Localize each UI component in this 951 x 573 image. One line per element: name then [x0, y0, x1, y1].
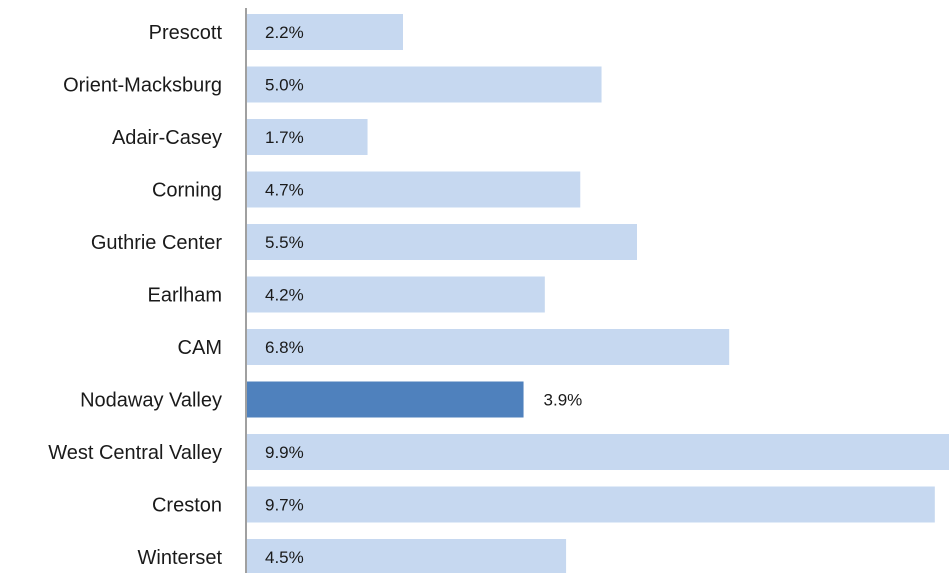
category-labels-group: Prescott Orient-Macksburg Adair-Casey Corni…: [48, 22, 222, 569]
category-label: West Central Valley: [48, 442, 222, 464]
bar-winterset: [247, 539, 567, 573]
bar-creston: [247, 486, 935, 523]
category-label: CAM: [178, 337, 222, 359]
bar-adair-casey: [247, 119, 368, 155]
data-label: 5.5%: [265, 233, 304, 252]
bar-corning: [247, 171, 581, 208]
data-label: 9.7%: [265, 496, 304, 515]
bar-guthrie-center: [247, 224, 637, 260]
bars-group: [247, 14, 949, 573]
bar-prescott: [247, 14, 403, 50]
category-label: Adair-Casey: [112, 127, 222, 149]
data-label: 4.2%: [265, 286, 304, 305]
category-label: Corning: [152, 180, 222, 202]
category-label: Guthrie Center: [91, 232, 223, 254]
data-label: 3.9%: [544, 391, 583, 410]
category-label: Orient-Macksburg: [63, 75, 222, 97]
value-labels-group: 2.2% 5.0% 1.7% 4.7% 5.5% 4.2% 6.8% 3.9% 9.9% 9.7%…: [265, 23, 582, 567]
data-label: 4.7%: [265, 181, 304, 200]
data-label: 2.2%: [265, 23, 304, 42]
category-label: Creston: [152, 495, 222, 517]
data-label: 4.5%: [265, 548, 304, 567]
bar-cam: [247, 329, 730, 365]
bar-earlham: [247, 276, 545, 313]
category-label: Prescott: [149, 22, 223, 44]
data-label: 5.0%: [265, 76, 304, 95]
bar-nodaway-valley: [247, 381, 524, 418]
bar-orient-macksburg: [247, 66, 602, 103]
data-label: 1.7%: [265, 128, 304, 147]
data-label: 6.8%: [265, 338, 304, 357]
category-label: Earlham: [148, 285, 222, 307]
data-label: 9.9%: [265, 443, 304, 462]
category-label: Winterset: [138, 547, 223, 569]
category-label: Nodaway Valley: [80, 390, 222, 412]
bar-west-central-valley: [247, 434, 949, 470]
